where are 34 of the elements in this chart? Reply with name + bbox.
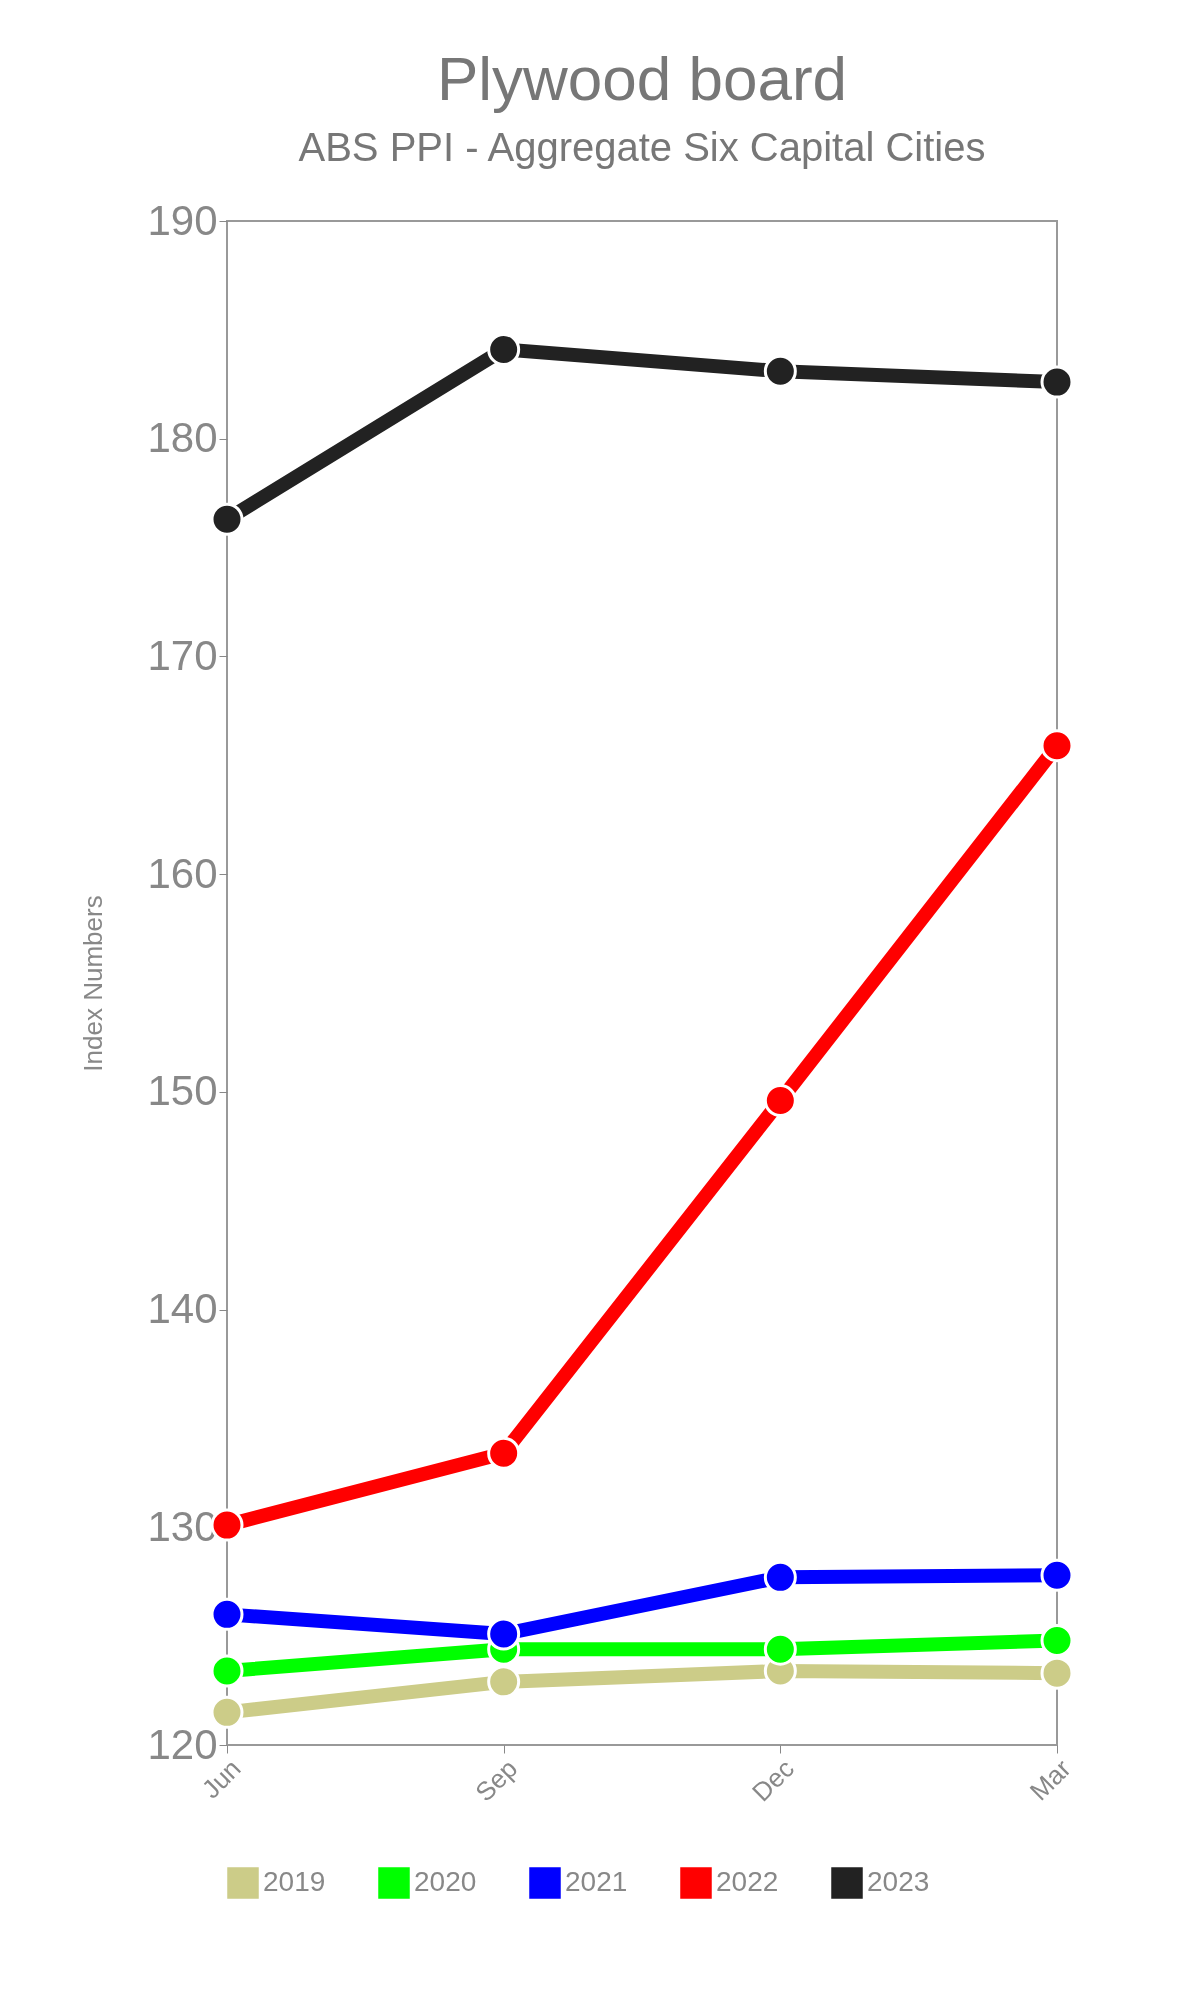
y-tick-label: 160 bbox=[147, 849, 218, 897]
point bbox=[487, 1665, 521, 1699]
chart-title: Plywood board bbox=[436, 44, 848, 113]
chart-subtitle: ABS PPI - Aggregate Six Capital Cities bbox=[298, 125, 986, 169]
x-tick-label: Mar bbox=[1023, 1753, 1077, 1807]
point bbox=[210, 1654, 244, 1688]
y-tick-label: 170 bbox=[147, 631, 218, 679]
point bbox=[1040, 365, 1074, 399]
y-axis-title: Index Numbers bbox=[78, 895, 109, 1072]
point bbox=[210, 1597, 244, 1631]
point bbox=[1040, 1656, 1074, 1690]
point bbox=[763, 1560, 797, 1594]
y-tick-label: 180 bbox=[147, 414, 218, 462]
point bbox=[487, 1436, 521, 1470]
point bbox=[1040, 1558, 1074, 1592]
y-tick-label: 140 bbox=[147, 1285, 218, 1333]
y-tick-label: 190 bbox=[147, 196, 218, 244]
y-tick-label: 150 bbox=[147, 1067, 218, 1115]
legend-label: 2021 bbox=[565, 1866, 628, 1897]
legend-label: 2020 bbox=[414, 1866, 477, 1897]
point bbox=[487, 1617, 521, 1651]
x-tick-label: Dec bbox=[746, 1753, 800, 1808]
point bbox=[763, 354, 797, 388]
legend-label: 2019 bbox=[263, 1866, 326, 1897]
point bbox=[1040, 1624, 1074, 1657]
point bbox=[210, 1695, 244, 1729]
legend-label: 2023 bbox=[867, 1866, 930, 1897]
x-tick-label: Sep bbox=[469, 1753, 524, 1808]
y-tick-label: 120 bbox=[147, 1720, 218, 1768]
legend-label: 2022 bbox=[716, 1866, 779, 1897]
point bbox=[763, 1632, 797, 1666]
point bbox=[210, 502, 244, 536]
point bbox=[763, 1084, 797, 1118]
point bbox=[1040, 729, 1074, 763]
